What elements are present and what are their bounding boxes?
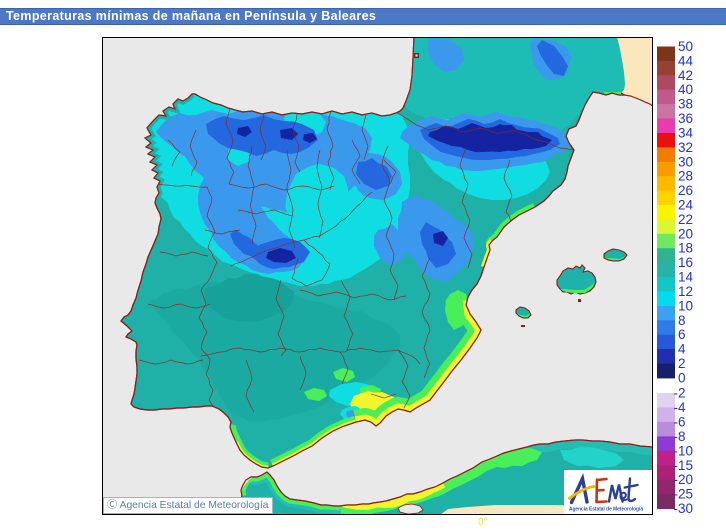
svg-text:6: 6	[678, 327, 686, 342]
svg-text:20: 20	[678, 226, 693, 241]
svg-text:-25: -25	[674, 487, 694, 502]
svg-text:32: 32	[678, 140, 693, 155]
svg-text:40: 40	[678, 82, 693, 97]
svg-text:-10: -10	[674, 443, 694, 458]
svg-text:50: 50	[678, 39, 693, 54]
svg-text:18: 18	[678, 241, 693, 256]
svg-text:0: 0	[678, 370, 686, 385]
svg-text:8: 8	[678, 313, 686, 328]
svg-text:12: 12	[678, 284, 693, 299]
svg-text:Agencia Estatal de Meteorologí: Agencia Estatal de Meteorología	[569, 507, 644, 513]
svg-text:26: 26	[678, 183, 693, 198]
svg-text:-30: -30	[674, 501, 694, 516]
svg-text:42: 42	[678, 68, 693, 83]
svg-text:-15: -15	[674, 458, 694, 473]
svg-text:0°: 0°	[478, 517, 488, 528]
svg-text:-8: -8	[674, 429, 686, 444]
svg-text:28: 28	[678, 169, 693, 184]
svg-text:36: 36	[678, 111, 693, 126]
svg-text:2: 2	[678, 356, 686, 371]
svg-text:44: 44	[678, 53, 694, 68]
svg-text:24: 24	[678, 198, 694, 213]
svg-text:38: 38	[678, 97, 693, 112]
svg-text:-2: -2	[674, 386, 686, 401]
svg-text:30: 30	[678, 154, 693, 169]
svg-text:14: 14	[678, 270, 694, 285]
svg-text:10: 10	[678, 298, 693, 313]
svg-text:-4: -4	[674, 400, 686, 415]
svg-text:34: 34	[678, 126, 694, 141]
svg-text:4: 4	[678, 342, 686, 357]
svg-text:16: 16	[678, 255, 693, 270]
svg-text:-20: -20	[674, 472, 694, 487]
svg-text:22: 22	[678, 212, 693, 227]
svg-text:-6: -6	[674, 414, 686, 429]
